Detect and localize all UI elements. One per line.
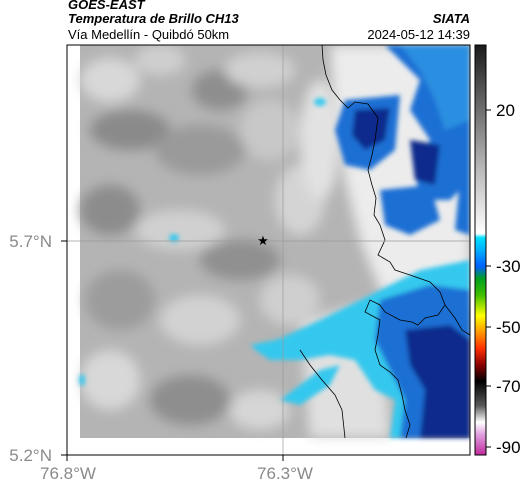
lon-tick-label: 76.3°W [257, 464, 313, 483]
country-border [321, 45, 446, 439]
map-frame [66, 44, 471, 456]
satellite-name: GOES-EAST [68, 0, 145, 12]
department-border [444, 304, 470, 336]
colorbar-tick: -50 [496, 318, 521, 337]
colorbar-tick: -30 [496, 257, 521, 276]
datetime-label: 2024-05-12 14:39 [367, 27, 470, 42]
lon-tick-label: 76.8°W [40, 464, 96, 483]
colorbar-tick: -90 [496, 438, 521, 457]
cloud-texture [80, 45, 340, 430]
municipal-border [299, 349, 346, 439]
location-star-icon: ★ [257, 234, 269, 249]
product-title: Temperatura de Brillo CH13 [68, 11, 239, 26]
region-subtitle: Vía Medellín - Quibdó 50km [68, 27, 230, 42]
colorbar [474, 44, 487, 456]
colorbar-tick: -70 [496, 377, 521, 396]
lat-tick-label: 5.7°N [9, 232, 52, 251]
colorbar-tick: 20 [496, 101, 515, 120]
agency-label: SIATA [432, 11, 470, 26]
cold-cloud-tops [79, 45, 470, 438]
lat-tick-label: 5.2°N [9, 446, 52, 465]
